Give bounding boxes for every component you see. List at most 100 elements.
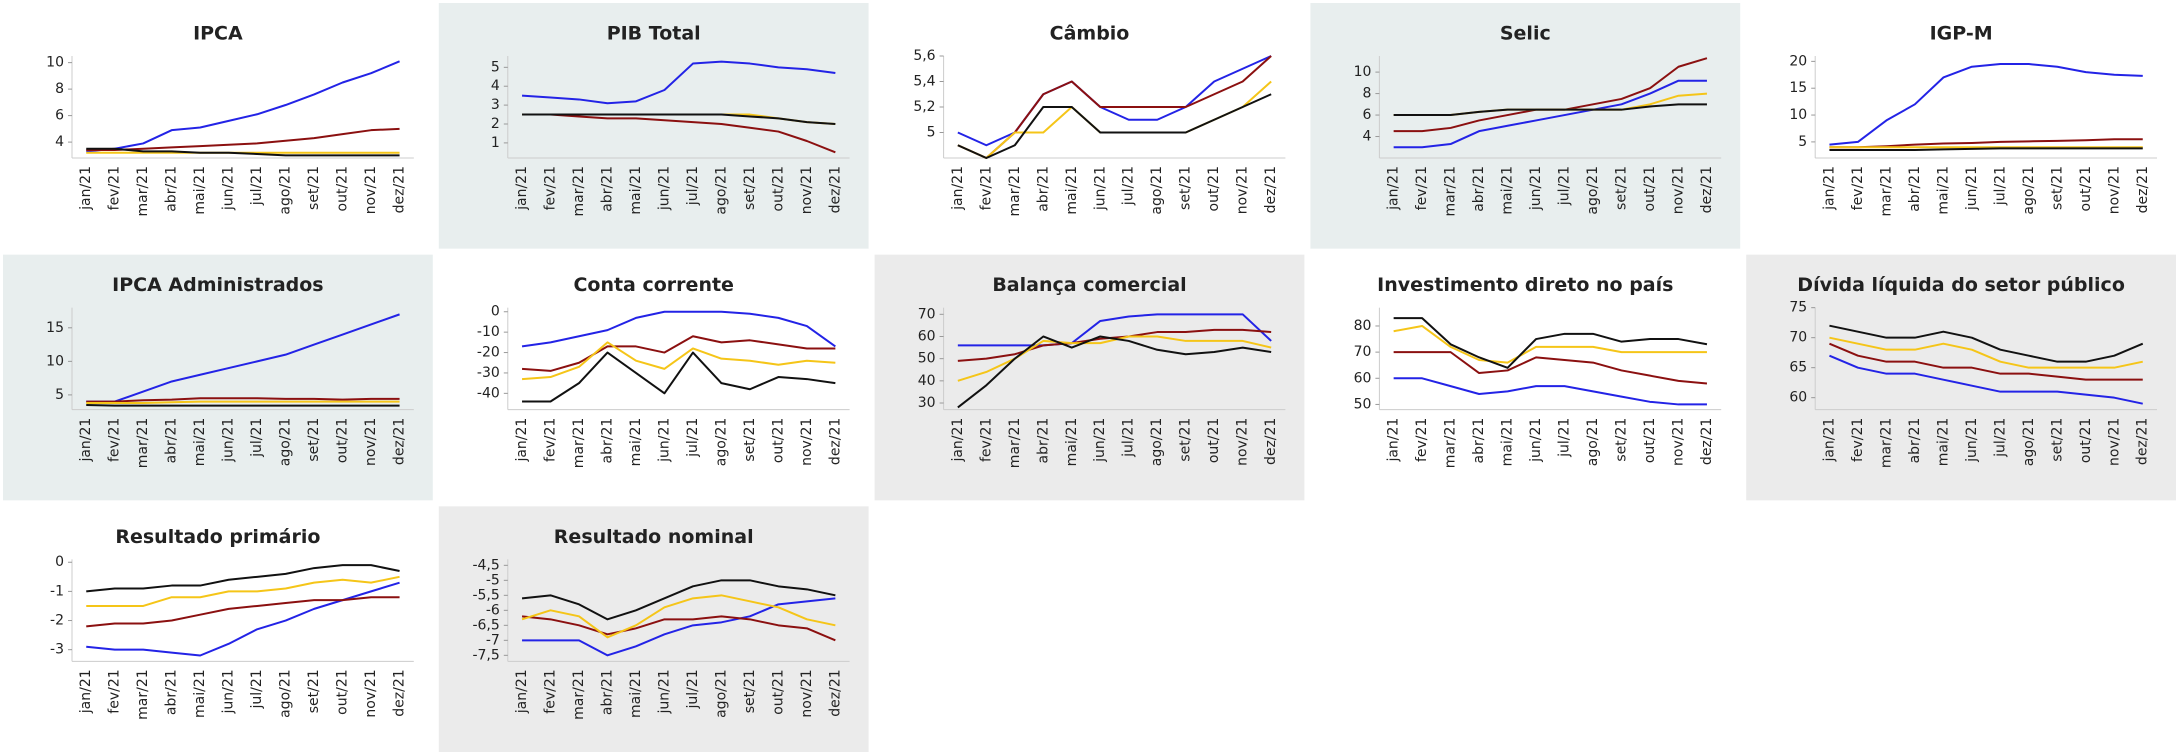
- y-tick-label: 30: [918, 395, 936, 411]
- y-tick-label: 0: [55, 554, 64, 570]
- series-line: [86, 60, 400, 153]
- y-tick-label: 10: [1354, 64, 1372, 80]
- series-line: [521, 310, 836, 348]
- panel-background: [874, 254, 1305, 501]
- series-line: [86, 581, 400, 657]
- panel-background: [1746, 254, 2176, 501]
- x-tick-label: jul/21: [685, 418, 701, 458]
- x-tick-label: jul/21: [1992, 418, 2008, 458]
- x-tick-label: mai/21: [1064, 418, 1080, 467]
- x-tick-label: nov/21: [1670, 418, 1686, 466]
- chart-title: Resultado nominal: [554, 526, 754, 548]
- series-line: [86, 596, 400, 628]
- y-tick-label: 5: [55, 387, 64, 403]
- x-tick-label: mai/21: [192, 418, 208, 467]
- series-line: [86, 397, 400, 403]
- x-tick-label: jan/21: [950, 166, 966, 211]
- x-tick-label: jan/21: [1386, 418, 1402, 463]
- x-tick-label: jun/21: [1092, 418, 1108, 463]
- chart-title: Conta corrente: [573, 274, 733, 296]
- series-line: [957, 313, 1272, 347]
- x-tick-label: jun/21: [221, 418, 237, 463]
- x-tick-label: jun/21: [656, 669, 672, 714]
- series-line: [1393, 317, 1708, 369]
- x-tick-label: ago/21: [713, 166, 729, 215]
- x-tick-label: mar/21: [571, 166, 587, 217]
- series-line: [521, 615, 836, 642]
- series-line: [521, 335, 836, 372]
- x-tick-label: out/21: [770, 166, 786, 211]
- y-tick-label: 8: [55, 81, 64, 97]
- x-tick-label: abr/21: [599, 166, 615, 212]
- series-line: [522, 351, 836, 403]
- y-tick-label: 6: [1362, 107, 1371, 123]
- x-tick-label: jan/21: [1386, 166, 1402, 211]
- series-line: [86, 313, 400, 403]
- x-tick-label: out/21: [335, 669, 351, 714]
- x-tick-label: dez/21: [2135, 166, 2151, 213]
- x-tick-label: ago/21: [278, 669, 294, 718]
- x-tick-label: set/21: [306, 418, 322, 462]
- series-line: [957, 335, 1272, 409]
- x-tick-label: jan/21: [514, 669, 530, 714]
- series-line: [86, 575, 400, 607]
- y-tick-label: 20: [1789, 53, 1807, 69]
- y-tick-label: 75: [1789, 300, 1807, 316]
- y-tick-label: 70: [1789, 330, 1807, 346]
- y-tick-label: 8: [1362, 86, 1371, 102]
- x-tick-label: set/21: [2049, 166, 2065, 210]
- series-line: [1393, 324, 1707, 364]
- y-tick-label: 15: [46, 320, 64, 336]
- x-tick-label: out/21: [1206, 418, 1222, 463]
- series-line: [86, 400, 400, 404]
- x-tick-label: dez/21: [827, 669, 843, 716]
- x-tick-label: jan/21: [78, 669, 94, 714]
- x-tick-label: mar/21: [135, 166, 151, 217]
- y-tick-label: -20: [477, 345, 500, 361]
- x-tick-label: dez/21: [2135, 418, 2151, 465]
- x-tick-label: jan/21: [514, 166, 530, 211]
- y-tick-label: 3: [491, 97, 500, 113]
- y-tick-label: -6,5: [472, 617, 499, 633]
- chart-panel: Resultado primário -3 -2 -1 0 jan/21 fev/21 mar…: [50, 526, 414, 720]
- x-tick-label: nov/21: [2106, 418, 2122, 466]
- x-tick-label: nov/21: [1235, 166, 1251, 214]
- chart-panel: Selic 4 6 8 10 jan/21 fev/21 mar/21 abr/21 mai/21…: [1310, 3, 1741, 249]
- series-line: [86, 147, 400, 157]
- series-line: [1829, 138, 2143, 149]
- x-tick-label: mai/21: [1500, 418, 1516, 467]
- x-tick-label: abr/21: [164, 166, 180, 212]
- x-tick-label: mar/21: [1007, 418, 1023, 469]
- chart-title: Balança comercial: [992, 274, 1186, 296]
- y-tick-label: -1: [50, 583, 64, 599]
- y-tick-label: 5: [1798, 134, 1807, 150]
- y-tick-label: -5,5: [472, 587, 499, 603]
- x-tick-label: mai/21: [1500, 166, 1516, 215]
- x-tick-label: mai/21: [192, 669, 208, 718]
- x-tick-label: fev/21: [107, 669, 123, 713]
- y-tick-label: 60: [918, 328, 936, 344]
- chart-title: Selic: [1500, 23, 1551, 45]
- x-tick-label: fev/21: [1414, 418, 1430, 462]
- x-tick-label: jul/21: [685, 166, 701, 206]
- x-tick-label: abr/21: [599, 669, 615, 715]
- x-tick-label: dez/21: [1263, 418, 1279, 465]
- x-tick-label: mar/21: [135, 669, 151, 720]
- y-tick-label: -5: [486, 572, 500, 588]
- chart-panel: IPCA 4 6 8 10 jan/21 fev/21 mar/21 abr/21 mai/21 j…: [46, 23, 414, 217]
- series-line: [522, 597, 836, 657]
- x-tick-label: fev/21: [978, 418, 994, 462]
- x-tick-label: out/21: [2078, 418, 2094, 463]
- series-line: [1393, 79, 1707, 149]
- x-tick-label: abr/21: [1907, 166, 1923, 212]
- chart-title: Resultado primário: [115, 526, 320, 548]
- x-tick-label: set/21: [306, 166, 322, 210]
- x-tick-label: mai/21: [1064, 166, 1080, 215]
- series-line: [957, 55, 1272, 147]
- series-line: [957, 328, 1272, 362]
- y-tick-label: 5: [927, 125, 936, 141]
- x-tick-label: fev/21: [1850, 166, 1866, 210]
- x-tick-label: jan/21: [514, 418, 530, 463]
- series-line: [1829, 147, 2143, 151]
